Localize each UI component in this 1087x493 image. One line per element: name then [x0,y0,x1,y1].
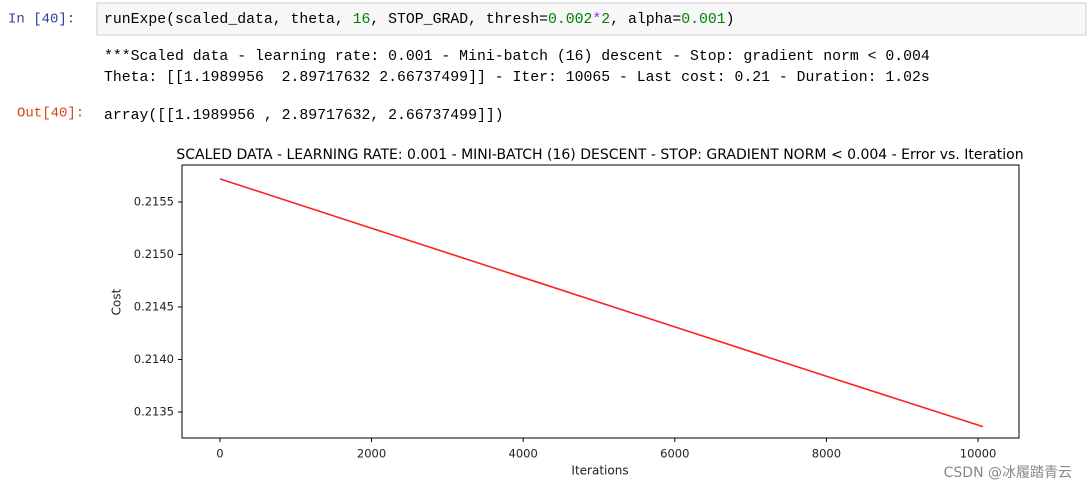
code-token: , STOP_GRAD, thresh= [370,12,548,28]
code-token: 0.001 [681,12,726,28]
x-tick-label: 8000 [812,447,841,461]
output-prompt: Out[40]: [17,106,84,122]
y-tick-label: 0.2150 [134,247,174,261]
stdout-line: ***Scaled data - learning rate: 0.001 - … [104,49,930,65]
x-tick-label: 0 [216,447,223,461]
x-axis-label: Iterations [571,464,628,478]
chart-title: SCALED DATA - LEARNING RATE: 0.001 - MIN… [176,147,1023,163]
code-token: * [592,12,601,28]
code-token: , alpha= [610,12,681,28]
code-token: ) [726,12,735,28]
x-tick-label: 10000 [960,447,997,461]
watermark: CSDN @冰履踏青云 [944,465,1072,481]
code-token: 16 [353,12,371,28]
code-cell[interactable] [96,2,1087,36]
code-token: 2 [601,12,610,28]
x-tick-label: 6000 [660,447,689,461]
y-axis-label: Cost [110,288,124,315]
plot-area: 0 2000 4000 6000 8000 10000 0.2135 0.2140 0.2145… [134,178,997,461]
x-tick-label: 2000 [357,447,386,461]
y-tick-label: 0.2140 [134,352,174,366]
output-text: array([[1.1989956 , 2.89717632, 2.667374… [104,108,504,124]
stdout-line: Theta: [[1.1989956 2.89717632 2.66737499… [104,70,930,86]
axes-frame [181,164,1020,439]
x-tick-label: 4000 [509,447,538,461]
code-token: 0.002 [548,12,592,28]
code: runExpe(scaled_data, theta, 16, STOP_GRA… [104,12,735,28]
code-token: runExpe(scaled_data, theta, [104,12,353,28]
y-tick-label: 0.2135 [134,404,174,418]
y-tick-label: 0.2145 [134,299,174,313]
input-prompt: In [40]: [8,12,75,28]
line-series [219,178,984,428]
y-tick-label: 0.2155 [134,194,174,208]
